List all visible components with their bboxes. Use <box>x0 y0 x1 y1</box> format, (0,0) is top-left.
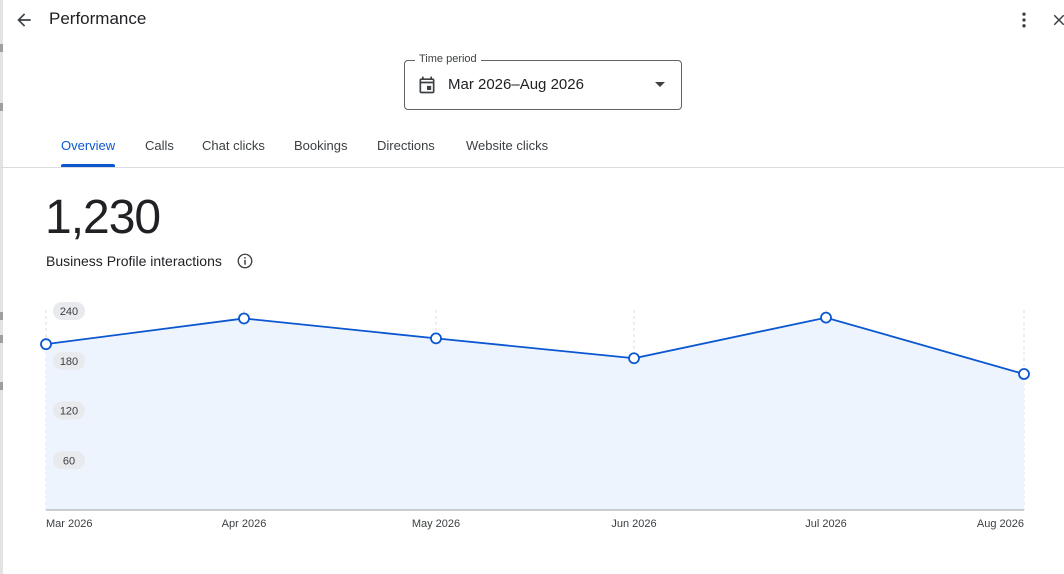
y-tick-label: 180 <box>60 356 78 368</box>
window-edge <box>0 0 3 574</box>
tab-bookings[interactable]: Bookings <box>294 138 348 153</box>
x-tick-label: Jun 2026 <box>611 518 656 530</box>
x-tick-label: Apr 2026 <box>222 518 267 530</box>
y-tick-label: 120 <box>60 406 78 418</box>
x-tick-label: May 2026 <box>412 518 460 530</box>
data-point <box>40 338 52 351</box>
area-fill <box>46 317 1024 510</box>
x-tick-label: Aug 2026 <box>977 518 1024 530</box>
y-tick-pill <box>53 401 85 420</box>
calendar-icon <box>417 75 437 95</box>
data-point <box>820 311 832 324</box>
total-interactions-value: 1,230 <box>45 191 161 244</box>
data-point <box>238 312 250 325</box>
header: Performance <box>0 0 1064 40</box>
y-tick-pill <box>53 302 85 320</box>
active-tab-indicator <box>61 164 115 167</box>
data-point <box>430 332 442 345</box>
time-period-select[interactable]: Time period Mar 2026–Aug 2026 <box>404 53 682 110</box>
total-interactions-label: Business Profile interactions <box>46 253 222 269</box>
close-icon[interactable] <box>1047 6 1064 34</box>
x-tick-label: Mar 2026 <box>46 518 92 530</box>
y-tick-label: 240 <box>60 306 78 318</box>
y-tick-pill <box>53 451 85 470</box>
time-period-label: Time period <box>415 53 481 65</box>
tab-website-clicks[interactable]: Website clicks <box>466 138 549 153</box>
data-point <box>1018 368 1030 380</box>
tab-bar: Overview Calls Chat clicks Bookings Dire… <box>0 130 1064 168</box>
more-vert-icon[interactable] <box>1011 6 1037 34</box>
info-icon[interactable] <box>236 252 254 270</box>
data-point <box>628 352 640 365</box>
y-tick-pill <box>53 351 85 370</box>
dropdown-arrow-icon <box>655 82 665 87</box>
interactions-chart: 240 180 120 60 Mar 2026 Apr 2026 May 2026 Jun 2… <box>40 302 1030 530</box>
series-line <box>45 316 1025 375</box>
y-tick-label: 60 <box>63 455 75 467</box>
page-title: Performance <box>49 9 147 28</box>
tab-calls[interactable]: Calls <box>145 138 174 153</box>
time-period-value: Mar 2026–Aug 2026 <box>448 76 584 93</box>
tab-overview[interactable]: Overview <box>61 138 116 153</box>
tab-chat-clicks[interactable]: Chat clicks <box>202 138 265 153</box>
tab-directions[interactable]: Directions <box>377 138 435 153</box>
arrow-back-icon[interactable] <box>10 6 38 34</box>
x-tick-label: Jul 2026 <box>805 518 847 530</box>
